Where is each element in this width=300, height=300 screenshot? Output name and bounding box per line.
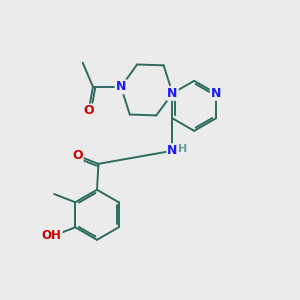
Text: H: H [178,144,188,154]
Text: N: N [116,80,126,93]
Text: N: N [167,144,178,157]
Text: N: N [167,87,178,100]
Text: N: N [211,87,221,100]
Text: O: O [83,104,94,118]
Text: OH: OH [42,229,62,242]
Text: O: O [72,149,83,162]
